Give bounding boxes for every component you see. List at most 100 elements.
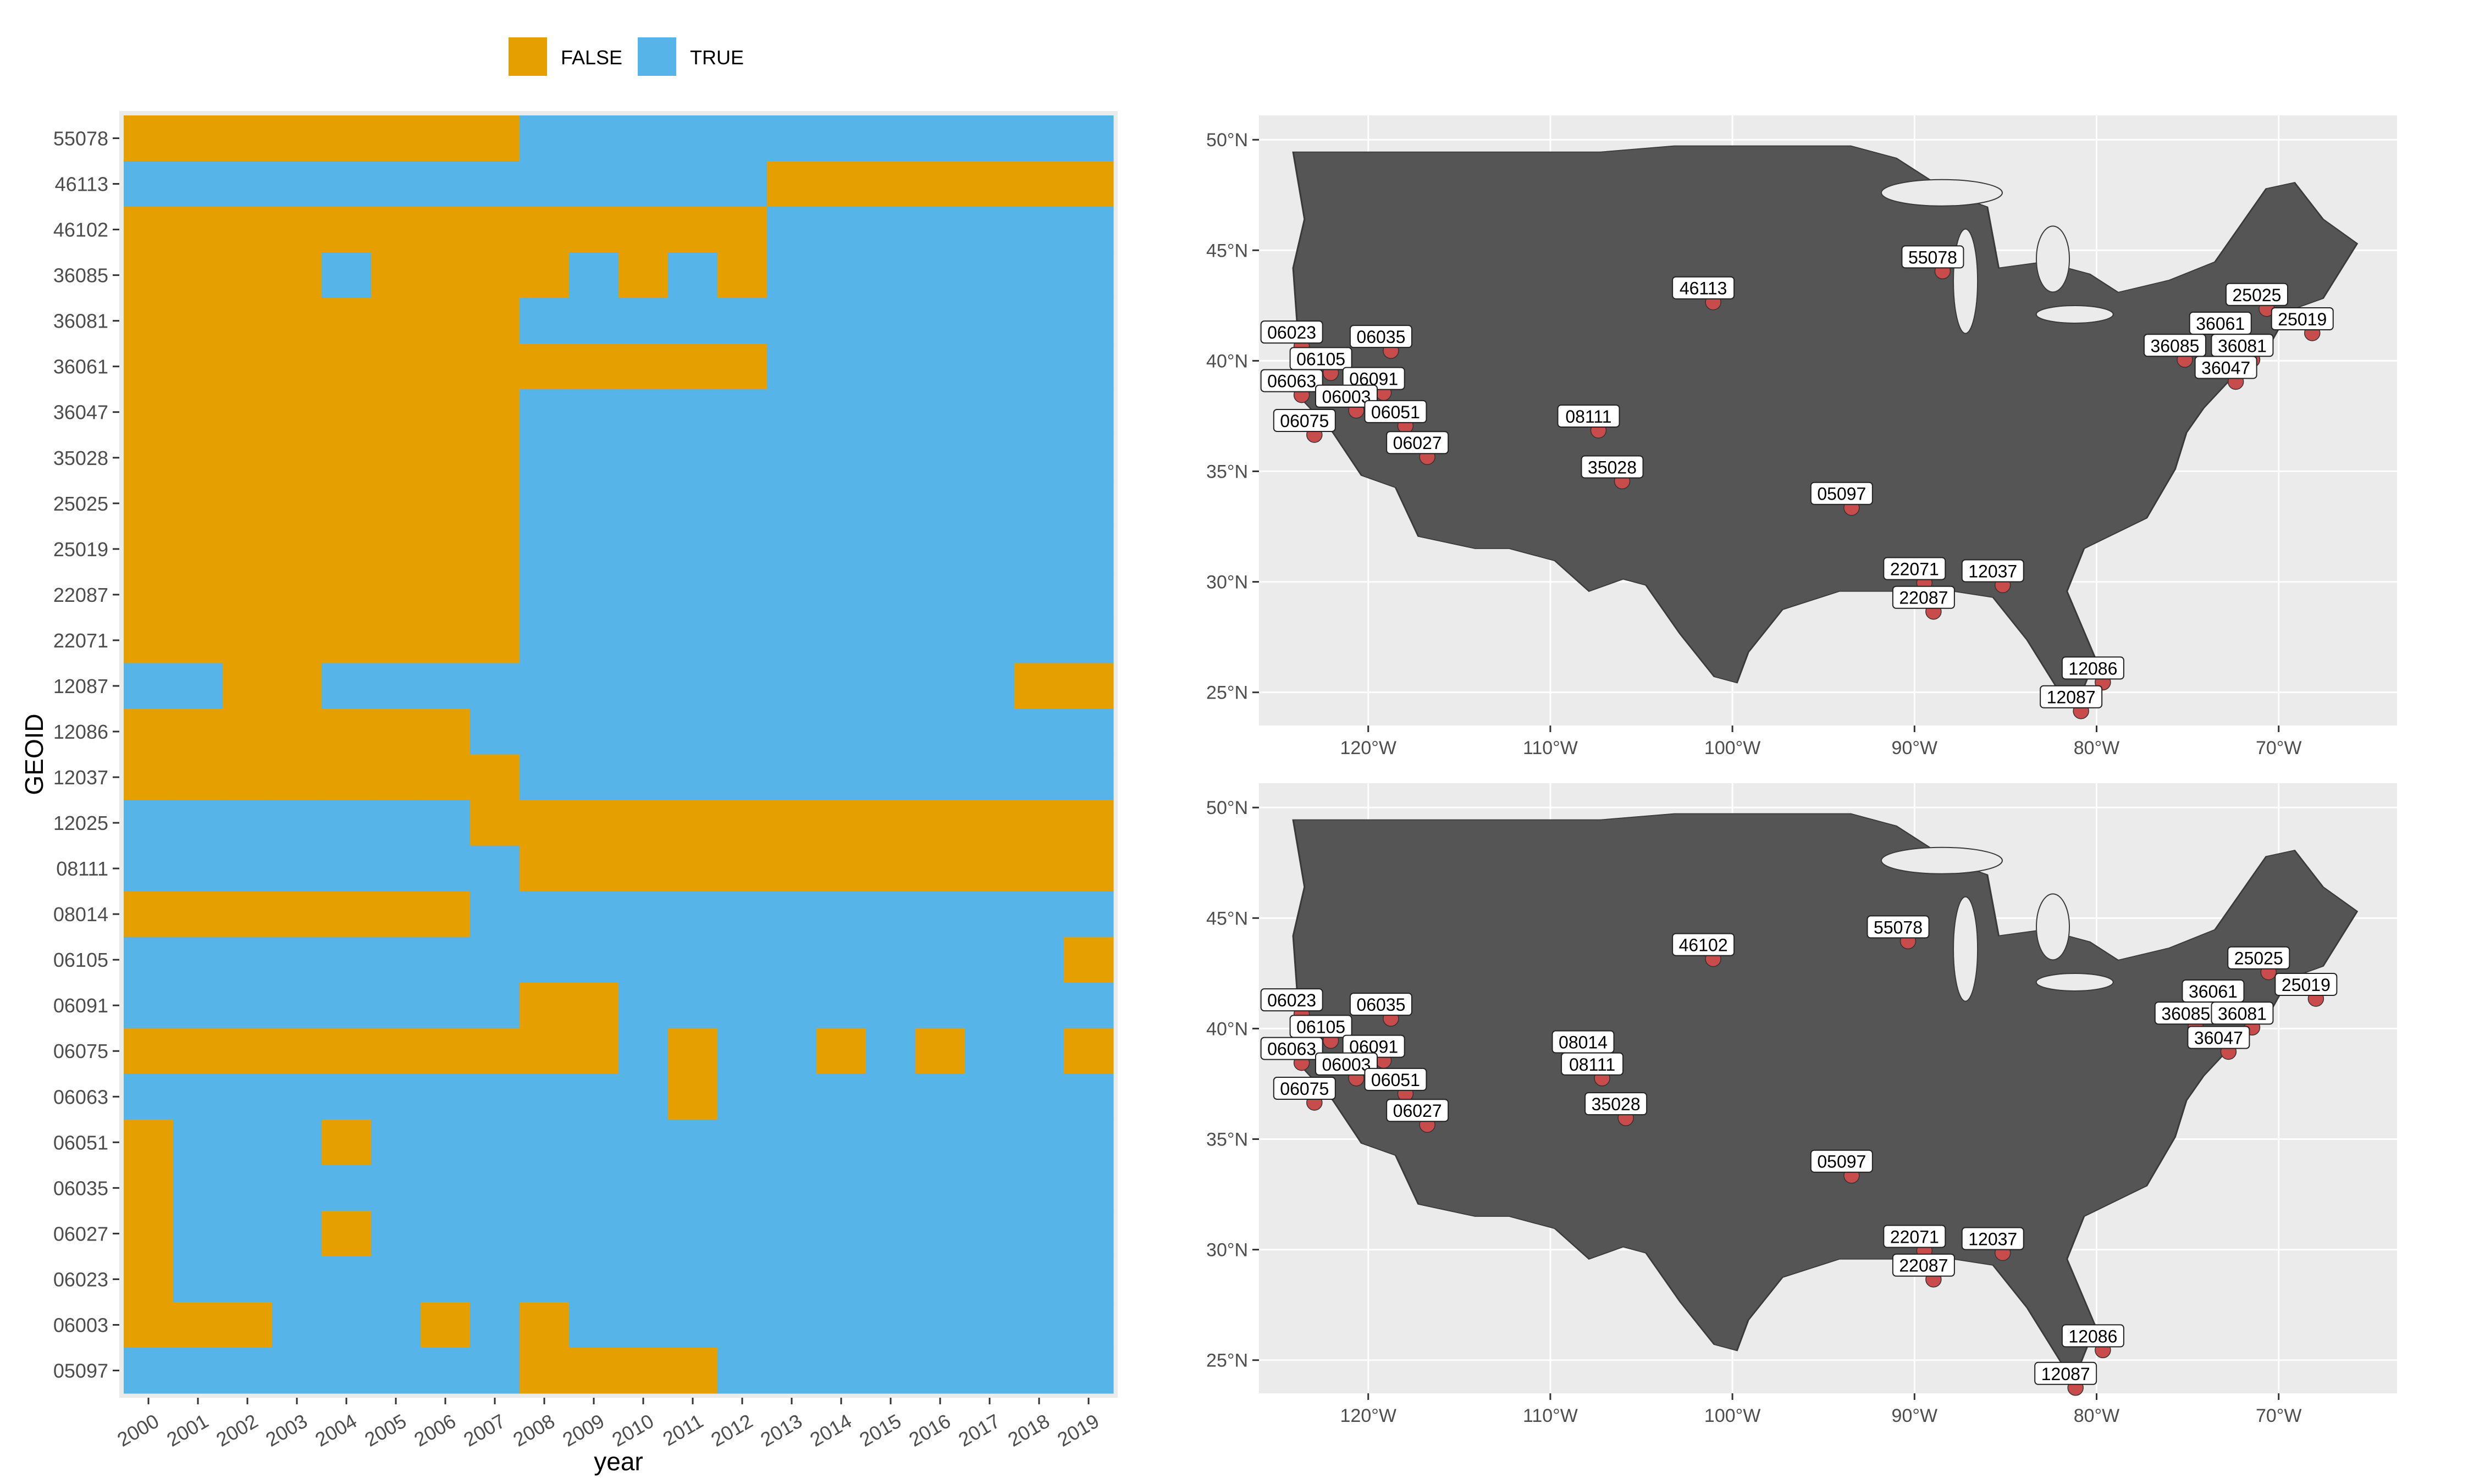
heatmap-cell <box>421 1119 471 1166</box>
y-tick-label: 36047 <box>53 401 108 424</box>
heatmap-cell <box>272 800 322 846</box>
heatmap-cell <box>421 161 471 207</box>
heatmap-cell <box>866 526 916 572</box>
heatmap-cell <box>915 937 965 983</box>
heatmap-cell <box>470 1028 520 1075</box>
heatmap-cell <box>421 389 471 435</box>
county-label-box <box>1892 1253 1955 1277</box>
heatmap-cell <box>767 754 817 801</box>
heatmap-cell <box>717 1165 767 1211</box>
heatmap-cell <box>1064 663 1114 710</box>
heatmap-cell <box>668 1210 718 1257</box>
heatmap-cell <box>223 754 273 801</box>
county-label-box <box>1892 585 1955 609</box>
heatmap-cell <box>717 1119 767 1166</box>
county-label-box <box>1364 400 1427 423</box>
x-tick-label: 2011 <box>659 1409 707 1450</box>
county-label-box <box>1260 369 1323 392</box>
heatmap-cell <box>322 1073 372 1120</box>
heatmap-cell <box>816 1073 866 1120</box>
heatmap-cell <box>965 480 1015 527</box>
heatmap-cell <box>668 1165 718 1211</box>
heatmap-cell <box>915 207 965 253</box>
heatmap-cell <box>470 572 520 618</box>
lake-michigan <box>1953 228 1979 334</box>
county-label: 06003 <box>1322 1055 1371 1075</box>
heatmap-cell <box>470 1165 520 1211</box>
heatmap-cell <box>717 891 767 938</box>
heatmap-cell <box>618 480 669 527</box>
heatmap-cell <box>767 1302 817 1348</box>
heatmap-cell <box>470 982 520 1029</box>
heatmap-cell <box>272 480 322 527</box>
heatmap-cell <box>470 891 520 938</box>
map-y-tick-label: 45°N <box>1206 240 1248 261</box>
county-label-box <box>1883 1225 1946 1248</box>
heatmap-cell <box>322 663 372 710</box>
heatmap-cell <box>223 572 273 618</box>
heatmap-cell <box>124 937 174 983</box>
heatmap-cell <box>866 663 916 710</box>
heatmap-cell <box>915 708 965 755</box>
heatmap-cell <box>767 1028 817 1075</box>
heatmap-cell <box>767 845 817 892</box>
heatmap-cell <box>470 1073 520 1120</box>
x-tick-label: 2015 <box>855 1409 905 1451</box>
heatmap-cell <box>767 572 817 618</box>
heatmap-cell <box>816 480 866 527</box>
heatmap-cell <box>816 1165 866 1211</box>
heatmap-cell <box>421 1073 471 1120</box>
heatmap-cell <box>866 1347 916 1394</box>
heatmap-cell <box>272 161 322 207</box>
heatmap-cell <box>816 845 866 892</box>
heatmap-cell <box>618 1028 669 1075</box>
heatmap-cell <box>1014 435 1064 481</box>
heatmap-cell <box>1014 1347 1064 1394</box>
heatmap-cell <box>470 937 520 983</box>
heatmap-cell <box>717 572 767 618</box>
heatmap-cell <box>223 526 273 572</box>
x-tick-label: 2016 <box>905 1409 954 1451</box>
y-tick-label: 06003 <box>53 1314 108 1336</box>
heatmap-cell <box>173 1302 223 1348</box>
heatmap-cell <box>1064 982 1114 1029</box>
heatmap-cell <box>520 937 570 983</box>
heatmap-cell <box>470 1302 520 1348</box>
heatmap-cell <box>767 800 817 846</box>
heatmap-cell <box>470 207 520 253</box>
heatmap-cell <box>124 982 174 1029</box>
heatmap-cell <box>124 663 174 710</box>
heatmap-cell <box>915 617 965 664</box>
heatmap-cell <box>569 252 619 298</box>
heatmap-cell <box>866 207 916 253</box>
heatmap-cell <box>272 1028 322 1075</box>
heatmap-cell <box>569 115 619 162</box>
heatmap-cell <box>1014 1165 1064 1211</box>
heatmap-cell <box>1064 754 1114 801</box>
map-x-tick-label: 70°W <box>2256 738 2302 758</box>
map-x-tick-label: 110°W <box>1523 1405 1578 1426</box>
heatmap-cell <box>569 572 619 618</box>
heatmap-cell <box>915 1347 965 1394</box>
county-label: 35028 <box>1592 1094 1641 1114</box>
heatmap-cell <box>1014 1028 1064 1075</box>
county-label-box <box>1561 1052 1624 1076</box>
heatmap-cell <box>272 1256 322 1303</box>
heatmap-cell <box>371 161 421 207</box>
heatmap-cell <box>965 252 1015 298</box>
heatmap-cell <box>272 207 322 253</box>
heatmap-cell <box>223 1347 273 1394</box>
heatmap-cell <box>816 161 866 207</box>
heatmap-cell <box>272 526 322 572</box>
heatmap-cell <box>1064 344 1114 390</box>
heatmap-cell <box>915 526 965 572</box>
heatmap-cell <box>569 891 619 938</box>
heatmap-cell <box>767 480 817 527</box>
heatmap-cell <box>1014 344 1064 390</box>
heatmap-cell <box>470 1119 520 1166</box>
heatmap-cell <box>915 252 965 298</box>
heatmap-cell <box>1014 800 1064 846</box>
heatmap-cell <box>173 1028 223 1075</box>
